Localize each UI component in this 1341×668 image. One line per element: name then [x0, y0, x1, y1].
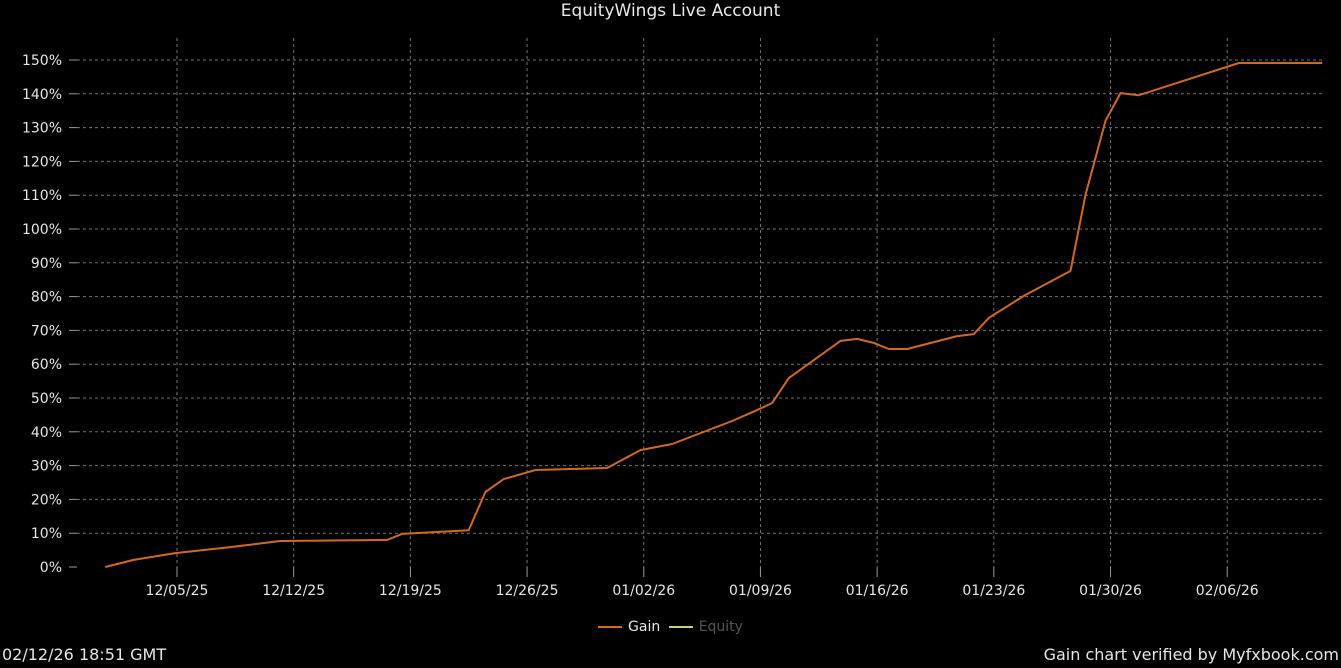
chart-title: EquityWings Live Account	[560, 1, 781, 21]
y-tick-label: 130%	[22, 121, 62, 137]
x-axis: 12/05/25 12/12/25 12/19/25 12/26/25 01/02/26…	[146, 567, 1259, 599]
gain-line	[105, 62, 1323, 568]
x-tick-label: 01/09/26	[729, 583, 792, 599]
legend-item-gain[interactable]: Gain	[598, 619, 660, 635]
legend-item-equity[interactable]: Equity	[668, 619, 743, 635]
x-tick-label: 12/26/25	[496, 583, 559, 599]
y-tick-label: 60%	[31, 357, 62, 373]
y-tick-label: 10%	[31, 526, 62, 542]
x-tick-label: 01/23/26	[962, 583, 1025, 599]
y-axis: 0% 10% 20% 30% 40% 50% 60% 70% 80% 90% 100% 110% 120…	[22, 53, 77, 576]
y-tick-label: 110%	[22, 188, 62, 204]
y-tick-label: 20%	[31, 492, 62, 508]
y-tick-label: 0%	[40, 560, 62, 576]
x-tick-label: 01/16/26	[846, 583, 909, 599]
x-tick-label: 12/12/25	[262, 583, 325, 599]
y-tick-label: 80%	[31, 290, 62, 306]
verification-link[interactable]: Gain chart verified by Myfxbook.com	[1043, 645, 1339, 664]
y-tick-label: 30%	[31, 459, 62, 475]
x-tick-label: 12/05/25	[146, 583, 209, 599]
x-tick-label: 01/30/26	[1079, 583, 1142, 599]
y-tick-label: 50%	[31, 391, 62, 407]
legend: Gain Equity	[0, 616, 1341, 635]
y-tick-label: 100%	[22, 222, 62, 238]
y-tick-label: 70%	[31, 323, 62, 339]
y-tick-label: 140%	[22, 87, 62, 103]
gain-swatch-icon	[598, 626, 623, 628]
x-tick-label: 12/19/25	[379, 583, 442, 599]
legend-label-equity: Equity	[698, 619, 743, 635]
grid-lines	[77, 38, 1323, 567]
legend-label-gain: Gain	[628, 619, 661, 635]
x-tick-label: 01/02/26	[612, 583, 675, 599]
y-tick-label: 90%	[31, 256, 62, 272]
x-tick-label: 02/06/26	[1196, 583, 1259, 599]
y-tick-label: 40%	[31, 425, 62, 441]
y-tick-label: 150%	[22, 53, 62, 69]
equity-swatch-icon	[668, 626, 693, 628]
timestamp: 02/12/26 18:51 GMT	[2, 645, 167, 664]
y-tick-label: 120%	[22, 154, 62, 170]
